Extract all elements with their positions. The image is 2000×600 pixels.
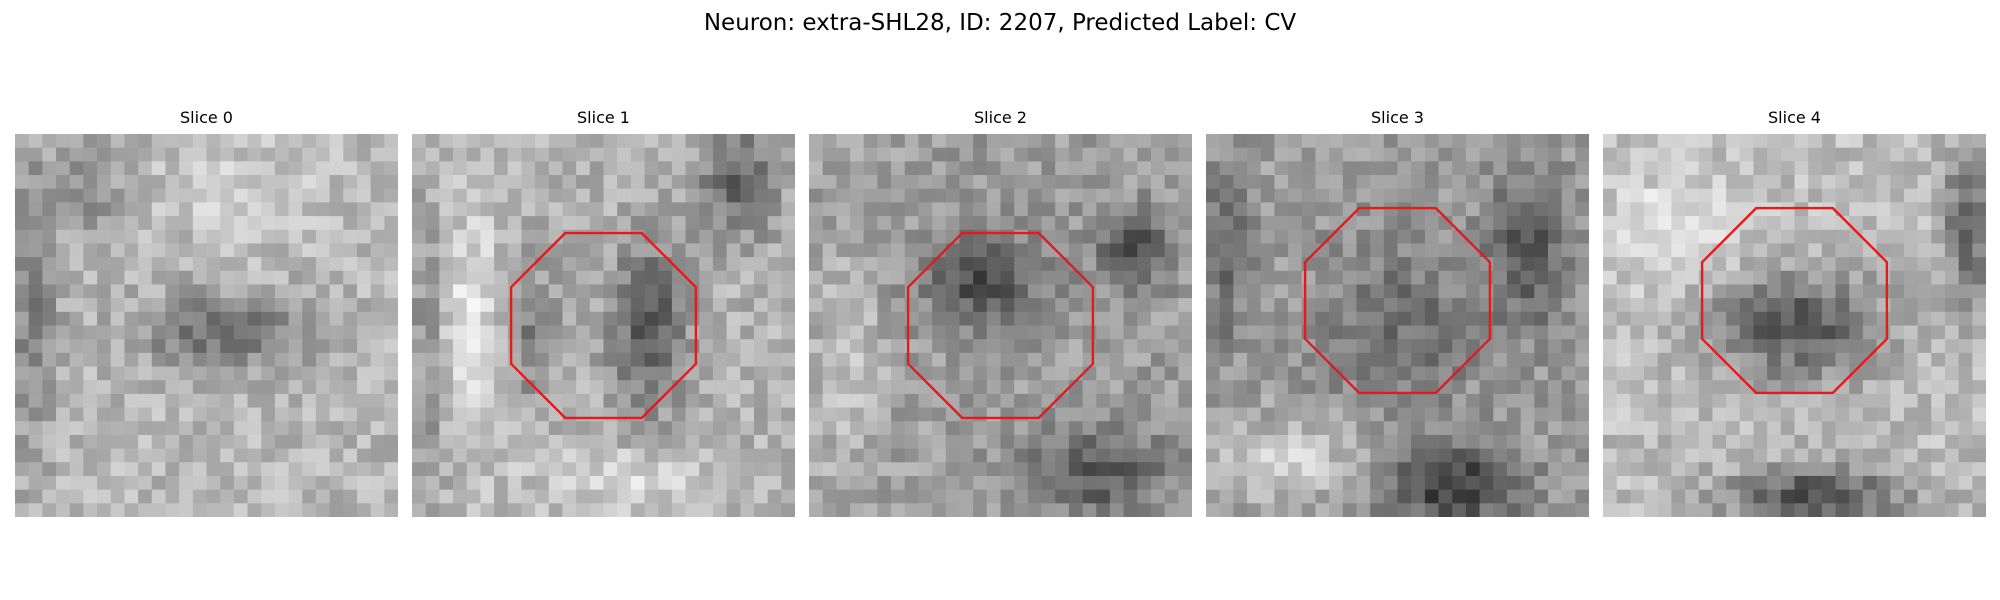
slice-title: Slice 2 (974, 108, 1027, 127)
slice-image (15, 134, 398, 517)
figure-title: Neuron: extra-SHL28, ID: 2207, Predicted… (703, 10, 1297, 36)
slice-title: Slice 4 (1768, 108, 1821, 127)
slice-title: Slice 3 (1371, 108, 1424, 127)
slice-image (809, 134, 1192, 517)
pixel-grid (412, 134, 795, 517)
pixel-grid (1206, 134, 1589, 517)
slice-title: Slice 0 (180, 108, 233, 127)
slice-image (412, 134, 795, 517)
roi-outline (1303, 206, 1492, 395)
slice-title: Slice 1 (577, 108, 630, 127)
roi-outline (1700, 206, 1889, 395)
roi-outline (509, 231, 698, 420)
roi-outline (906, 231, 1095, 420)
pixel-grid (809, 134, 1192, 517)
slice-image (1206, 134, 1589, 517)
pixel-grid (1603, 134, 1986, 517)
pixel-grid (15, 134, 398, 517)
slice-image (1603, 134, 1986, 517)
